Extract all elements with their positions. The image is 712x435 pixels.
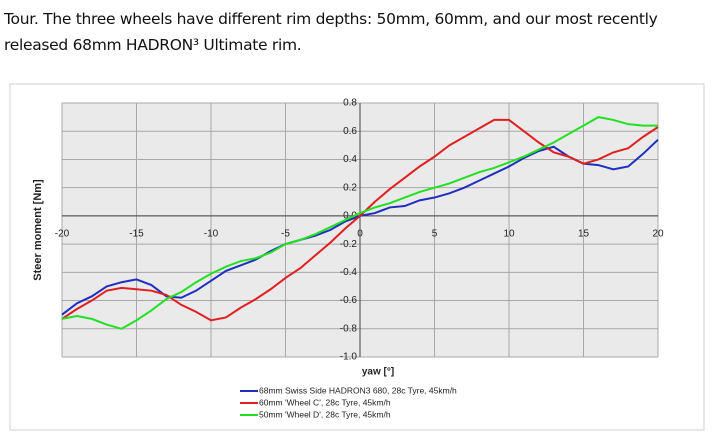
y-tick-label: 0.2 bbox=[343, 182, 357, 193]
y-tick-label: 0.4 bbox=[343, 154, 357, 165]
paragraph: Tour. The three wheels have different ri… bbox=[4, 10, 658, 54]
x-tick-label: 5 bbox=[432, 229, 438, 240]
legend-label: 50mm 'Wheel D', 28c Tyre, 45km/h bbox=[259, 409, 391, 419]
y-tick-label: 0.8 bbox=[343, 98, 357, 109]
x-tick-label: 15 bbox=[578, 229, 590, 240]
x-tick-label: 20 bbox=[652, 229, 664, 240]
x-tick-label: -10 bbox=[204, 229, 219, 240]
x-tick-label: -5 bbox=[281, 229, 290, 240]
legend-label: 68mm Swiss Side HADRON3 680, 28c Tyre, 4… bbox=[259, 385, 457, 395]
y-tick-label: -0.8 bbox=[340, 323, 358, 334]
y-tick-label: -0.6 bbox=[340, 295, 358, 306]
y-tick-label: -0.4 bbox=[340, 267, 358, 278]
x-tick-label: 10 bbox=[503, 229, 515, 240]
y-axis-label: Steer moment [Nm] bbox=[32, 179, 44, 281]
y-tick-label: -1.0 bbox=[340, 352, 358, 363]
x-axis-label: yaw [°] bbox=[362, 367, 394, 378]
x-tick-label: -15 bbox=[129, 229, 144, 240]
series-line bbox=[61, 118, 659, 322]
legend-label: 60mm 'Wheel C', 28c Tyre, 45km/h bbox=[259, 397, 391, 407]
y-tick-label: 0.6 bbox=[343, 126, 357, 137]
x-tick-label: -20 bbox=[55, 229, 70, 240]
y-tick-label: -0.2 bbox=[340, 239, 358, 250]
series-line bbox=[61, 116, 658, 330]
